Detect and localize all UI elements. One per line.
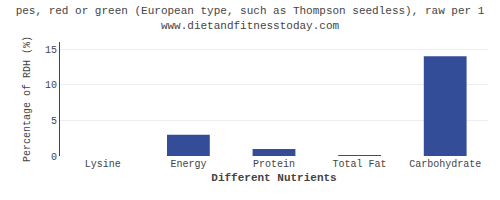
svg-text:pes, red or green (European ty: pes, red or green (European type, such a…: [16, 5, 485, 31]
svg-text:10: 10: [45, 80, 57, 91]
svg-text:Total Fat: Total Fat: [333, 159, 387, 170]
svg-text:5: 5: [51, 116, 57, 127]
svg-text:Percentage of RDH (%): Percentage of RDH (%): [22, 36, 33, 162]
svg-text:0: 0: [51, 152, 57, 163]
svg-text:Energy: Energy: [170, 159, 206, 170]
svg-text:Protein: Protein: [253, 159, 295, 170]
svg-text:Lysine: Lysine: [85, 159, 121, 170]
svg-text:15: 15: [45, 45, 57, 56]
svg-text:Carbohydrate: Carbohydrate: [409, 159, 481, 170]
svg-text:Different Nutrients: Different Nutrients: [211, 172, 336, 184]
